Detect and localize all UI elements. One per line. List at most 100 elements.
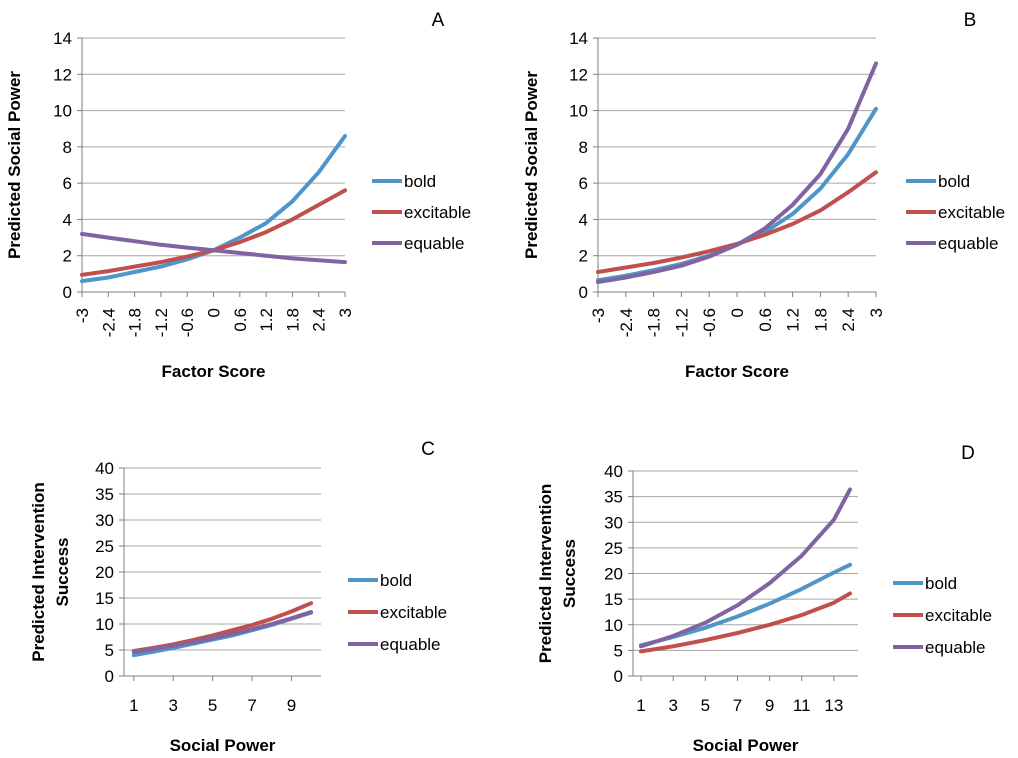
panel-letter: B xyxy=(964,10,977,31)
x-tick-label: 0.6 xyxy=(756,308,775,332)
x-axis-title: Factor Score xyxy=(685,362,789,381)
x-tick-label: 1.2 xyxy=(257,308,276,332)
x-tick-label: -1.2 xyxy=(672,308,691,337)
series-line-excitable xyxy=(596,170,878,274)
y-tick-label: 40 xyxy=(604,462,623,481)
x-tick-label: -3 xyxy=(589,308,608,323)
series-line-bold xyxy=(639,562,852,648)
x-tick-label: 1.2 xyxy=(784,308,803,332)
series-line-equable xyxy=(596,61,878,284)
legend-label-equable: equable xyxy=(925,638,986,657)
y-tick-label: 0 xyxy=(579,283,588,302)
x-tick-label: -2.4 xyxy=(99,308,118,337)
x-axis-title: Social Power xyxy=(170,736,276,755)
x-tick-label: 2.4 xyxy=(839,308,858,332)
x-tick-label: 1.8 xyxy=(283,308,302,332)
x-tick-label: 7 xyxy=(247,696,256,715)
y-tick-label: 40 xyxy=(95,459,114,478)
x-tick-label: 3 xyxy=(668,696,677,715)
legend-label-equable: equable xyxy=(938,234,999,253)
y-tick-label: 25 xyxy=(95,537,114,556)
x-tick-label: 1 xyxy=(129,696,138,715)
x-tick-label: 3 xyxy=(169,696,178,715)
series-line-equable xyxy=(131,610,314,655)
x-tick-label: -1.8 xyxy=(645,308,664,337)
legend-label-equable: equable xyxy=(380,635,441,654)
y-tick-label: 0 xyxy=(63,283,72,302)
chart-panel-a: 0 2 4 6 8 10 12 14 -3 -2.4 -1.8 -1.2 -0.6 0 0.6 1.2 1.8 2… xyxy=(5,10,471,381)
y-tick-label: 8 xyxy=(579,138,588,157)
y-tick-label: 6 xyxy=(63,174,72,193)
y-tick-label: 5 xyxy=(105,641,114,660)
y-tick-label: 10 xyxy=(569,102,588,121)
y-tick-label: 15 xyxy=(95,589,114,608)
x-tick-label: -1.2 xyxy=(152,308,171,337)
y-axis-title: Predicted Social Power xyxy=(522,71,541,259)
series-line-excitable xyxy=(131,601,314,653)
legend-label-equable: equable xyxy=(404,234,465,253)
y-tick-label: 14 xyxy=(569,29,588,48)
x-tick-label: -0.6 xyxy=(700,308,719,337)
y-tick-label: 12 xyxy=(569,65,588,84)
legend-label-bold: bold xyxy=(925,574,957,593)
y-tick-label: 5 xyxy=(614,641,623,660)
x-tick-label: 2.4 xyxy=(310,308,329,332)
legend-label-excitable: excitable xyxy=(404,203,471,222)
y-tick-label: 6 xyxy=(579,174,588,193)
legend-label-excitable: excitable xyxy=(925,606,992,625)
x-tick-label: -3 xyxy=(73,308,92,323)
y-tick-label: 20 xyxy=(95,563,114,582)
y-tick-label: 35 xyxy=(95,485,114,504)
x-tick-label: 3 xyxy=(867,308,886,317)
x-tick-label: -2.4 xyxy=(617,308,636,337)
y-tick-label: 10 xyxy=(95,615,114,634)
legend-label-excitable: excitable xyxy=(380,603,447,622)
y-tick-label: 20 xyxy=(604,565,623,584)
y-axis-title: Predicted Intervention xyxy=(536,484,555,663)
x-tick-label: 7 xyxy=(733,696,742,715)
legend-label-bold: bold xyxy=(380,571,412,590)
y-tick-label: 15 xyxy=(604,590,623,609)
y-tick-label: 10 xyxy=(53,102,72,121)
y-tick-label: 4 xyxy=(63,210,72,229)
x-tick-label: 9 xyxy=(287,696,296,715)
series-line-excitable xyxy=(639,591,852,654)
x-axis-title: Factor Score xyxy=(162,362,266,381)
x-tick-label: 3 xyxy=(336,308,355,317)
x-tick-label: -1.8 xyxy=(126,308,145,337)
series-line-equable xyxy=(639,487,852,649)
legend-label-bold: bold xyxy=(404,172,436,191)
y-tick-label: 12 xyxy=(53,65,72,84)
x-tick-label: 0.6 xyxy=(231,308,250,332)
panel-letter: C xyxy=(421,439,435,460)
y-tick-label: 14 xyxy=(53,29,72,48)
legend-label-excitable: excitable xyxy=(938,203,1005,222)
x-tick-label: 9 xyxy=(765,696,774,715)
y-tick-label: 0 xyxy=(105,667,114,686)
y-axis-title: Predicted Intervention xyxy=(29,482,48,661)
y-tick-label: 30 xyxy=(95,511,114,530)
x-tick-label: 13 xyxy=(824,696,843,715)
legend-label-bold: bold xyxy=(938,172,970,191)
x-tick-label: 11 xyxy=(793,696,811,715)
chart-panel-b: 0 2 4 6 8 10 12 14 -3 -2.4 -1.8 -1.2 -0.6 0 0.6 1.2 1.8 2… xyxy=(522,10,1005,381)
x-tick-label: 1.8 xyxy=(811,308,830,332)
y-axis-title-line2: Success xyxy=(560,539,579,608)
panel-letter: D xyxy=(961,443,975,464)
series-line-excitable xyxy=(80,188,347,277)
x-tick-label: 1 xyxy=(636,696,645,715)
y-tick-label: 2 xyxy=(579,247,588,266)
x-axis-title: Social Power xyxy=(693,736,799,755)
y-axis-title: Predicted Social Power xyxy=(5,71,24,259)
y-tick-label: 10 xyxy=(604,616,623,635)
x-tick-label: 5 xyxy=(701,696,710,715)
x-tick-label: -0.6 xyxy=(178,308,197,337)
y-tick-label: 2 xyxy=(63,247,72,266)
x-tick-label: 0 xyxy=(728,308,747,317)
y-tick-label: 4 xyxy=(579,210,588,229)
y-tick-label: 8 xyxy=(63,138,72,157)
series-line-bold xyxy=(596,106,878,283)
